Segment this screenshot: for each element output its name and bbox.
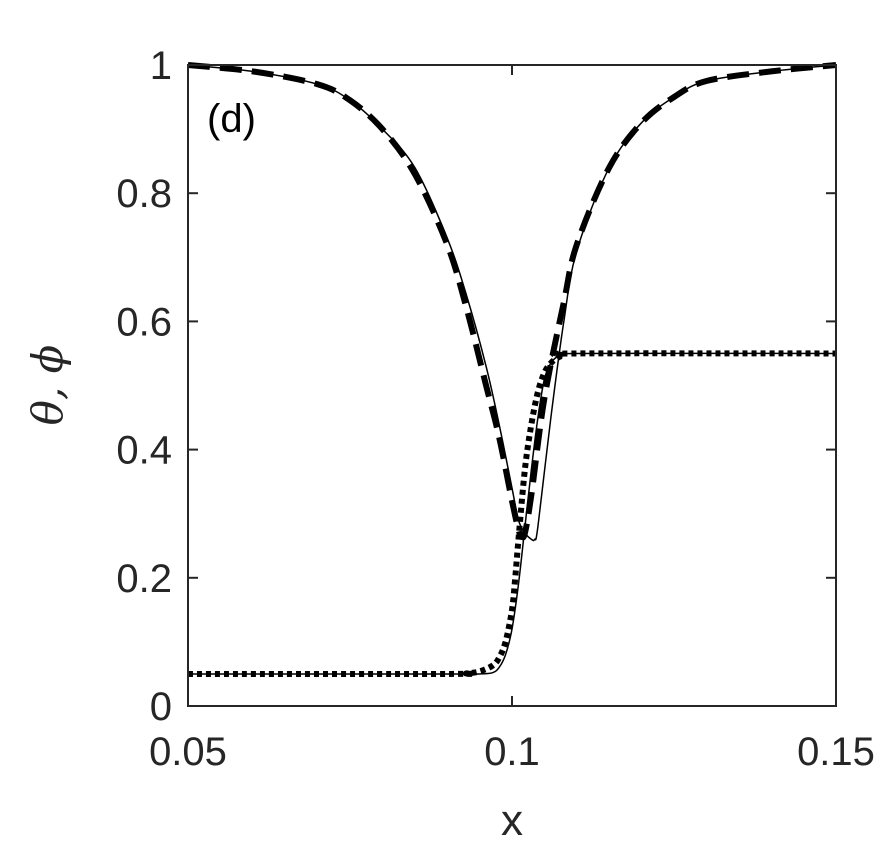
y-tick-label: 0.6	[116, 300, 172, 344]
panel-label: (d)	[207, 97, 256, 141]
y-tick-label: 0	[150, 685, 172, 729]
y-tick-label: 1	[150, 44, 172, 88]
plot-area	[187, 62, 837, 677]
series-dotted-line	[187, 350, 837, 677]
series-solid-line	[187, 64, 837, 542]
series-dashed-line	[187, 62, 837, 541]
x-axis-label: x	[501, 796, 523, 845]
x-tick-label: 0.15	[797, 730, 875, 774]
x-tick-label: 0.1	[484, 730, 540, 774]
y-tick-label: 0.2	[116, 557, 172, 601]
axis-ticks: 0.05 0.1 0.15 0 0.2 0.4 0.6 0.8 1	[116, 44, 875, 774]
y-axis-label: θ, ϕ	[23, 345, 72, 426]
y-tick-label: 0.8	[116, 172, 172, 216]
x-tick-label: 0.05	[149, 730, 227, 774]
y-tick-label: 0.4	[116, 429, 172, 473]
